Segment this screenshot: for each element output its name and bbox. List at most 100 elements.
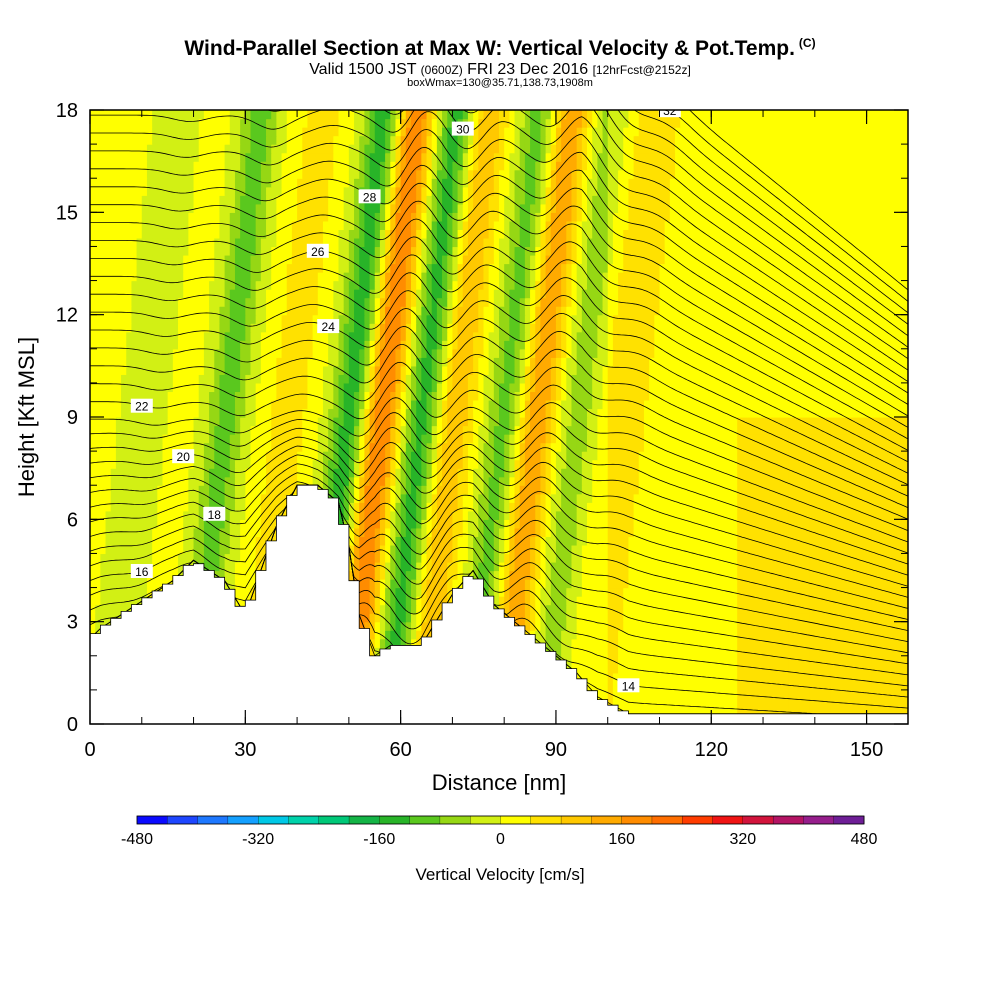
velocity-cell [100,553,107,563]
velocity-cell [385,596,391,606]
velocity-cell [271,519,277,529]
velocity-cell [618,630,624,640]
velocity-cell [892,553,899,563]
velocity-cell [535,451,542,461]
velocity-cell [845,519,852,529]
velocity-cell [95,613,101,623]
velocity-cell [711,579,718,589]
velocity-cell [773,630,780,640]
velocity-cell [830,519,837,529]
velocity-cell [643,502,650,512]
velocity-cell [276,451,283,461]
velocity-cell [726,613,733,623]
velocity-cell [856,681,863,691]
velocity-cell [219,527,226,537]
velocity-cell [706,604,712,614]
velocity-cell [711,596,718,606]
velocity-cell [209,493,215,503]
velocity-cell [840,689,847,700]
velocity-cell [95,621,101,631]
velocity-cell [861,698,868,708]
velocity-cell [442,544,448,555]
velocity-cell [716,647,723,657]
velocity-cell [897,689,904,700]
velocity-cell [524,510,531,520]
velocity-cell [783,579,790,589]
velocity-cell [115,561,122,572]
velocity-cell [882,561,888,572]
velocity-cell [524,527,531,537]
velocity-cell [607,527,614,537]
velocity-cell [721,638,728,648]
velocity-cell [478,536,485,546]
velocity-cell [115,451,122,461]
velocity-cell [685,630,692,640]
velocity-cell [457,485,464,495]
velocity-cell [649,698,655,708]
velocity-cell [809,544,816,555]
velocity-cell [757,570,764,580]
velocity-cell [317,459,324,469]
velocity-cell [659,689,666,700]
velocity-cell [861,613,868,623]
velocity-cell [669,672,676,682]
velocity-cell [664,681,671,691]
velocity-cell [597,553,604,563]
velocity-cell [633,596,640,606]
velocity-cell [131,519,138,529]
velocity-cell [354,459,360,469]
velocity-cell [804,468,811,478]
velocity-cell [804,570,811,580]
velocity-cell [742,613,749,623]
velocity-cell [768,664,774,674]
velocity-cell [783,519,790,529]
velocity-cell [214,451,221,461]
velocity-cell [742,544,749,555]
velocity-cell [509,527,516,537]
velocity-cell [126,510,133,520]
velocity-cell [602,621,609,631]
velocity-cell [178,519,184,529]
velocity-cell [209,476,215,486]
velocity-cell [136,544,143,555]
velocity-cell [410,596,417,606]
velocity-cell [887,706,894,717]
velocity-cell [395,613,402,623]
velocity-cell [198,527,205,537]
velocity-cell [618,502,624,512]
velocity-cell [716,604,723,614]
velocity-cell [110,459,117,469]
velocity-cell [763,527,769,537]
velocity-cell [379,510,386,520]
velocity-cell [887,476,894,486]
velocity-cell [581,587,588,597]
velocity-cell [359,510,365,520]
velocity-cell [514,536,521,546]
velocity-cell [374,459,381,469]
velocity-cell [354,451,360,461]
velocity-cell [700,621,707,631]
velocity-cell [369,451,376,461]
velocity-cell [778,630,785,640]
velocity-cell [726,570,733,580]
velocity-cell [882,579,888,589]
velocity-cell [685,544,692,555]
velocity-cell [219,519,226,529]
velocity-cell [706,527,712,537]
velocity-cell [866,672,873,682]
velocity-cell [659,681,666,691]
chart-subtitle: Valid 1500 JST (0600Z) FRI 23 Dec 2016 [… [309,61,691,78]
velocity-cell [483,561,490,572]
velocity-cell [628,459,635,469]
velocity-cell [467,527,474,537]
velocity-cell [819,596,826,606]
velocity-cell [121,468,127,478]
velocity-cell [618,553,624,563]
velocity-cell [607,519,614,529]
velocity-cell [706,638,712,648]
velocity-cell [152,570,158,580]
velocity-cell [426,493,433,503]
velocity-cell [436,510,443,520]
velocity-cell [483,502,490,512]
velocity-cell [794,536,800,546]
